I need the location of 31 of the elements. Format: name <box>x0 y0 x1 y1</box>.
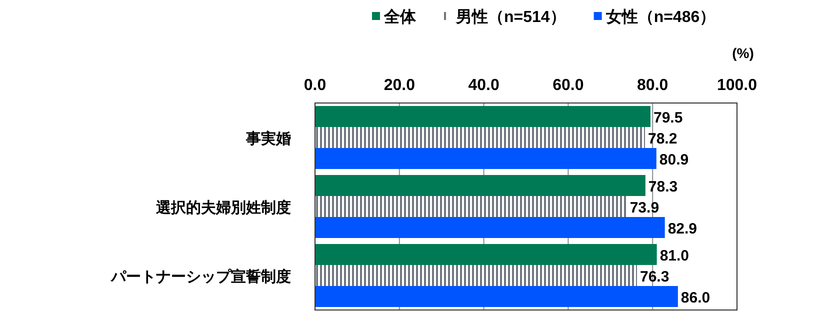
x-tick-label: 40.0 <box>468 77 500 94</box>
x-tick-label: 100.0 <box>716 77 758 94</box>
data-label: 81.0 <box>660 248 690 264</box>
legend-label: 女性（n=486） <box>604 8 716 26</box>
x-tick-label: 80.0 <box>637 77 668 94</box>
y-tick-label: 選択的夫婦別姓制度 <box>155 198 291 216</box>
bar <box>315 175 646 196</box>
bar <box>315 127 646 148</box>
bar <box>315 265 637 286</box>
data-label: 73.9 <box>630 200 660 216</box>
x-axis-title: (%) <box>732 45 754 61</box>
y-tick-label: パートナーシップ宣誓制度 <box>110 268 291 286</box>
data-label: 80.9 <box>659 152 689 168</box>
bar <box>315 217 665 238</box>
bar <box>315 148 656 169</box>
x-tick-label: 60.0 <box>552 77 584 94</box>
data-label: 76.3 <box>640 268 670 286</box>
data-label: 78.3 <box>648 178 678 196</box>
data-label: 78.2 <box>648 130 678 148</box>
bar <box>315 244 657 265</box>
data-label: 86.0 <box>680 290 710 306</box>
data-label: 79.5 <box>653 110 683 126</box>
legend-label: 男性（n=514） <box>455 8 566 26</box>
x-tick-label: 0.0 <box>304 77 326 94</box>
bar <box>315 196 627 217</box>
bar <box>315 286 678 307</box>
data-label: 82.9 <box>668 220 698 238</box>
x-tick-label: 20.0 <box>384 77 416 94</box>
legend-label: 全体 <box>383 8 417 26</box>
y-tick-label: 事実婚 <box>245 130 291 148</box>
bar <box>315 106 650 127</box>
